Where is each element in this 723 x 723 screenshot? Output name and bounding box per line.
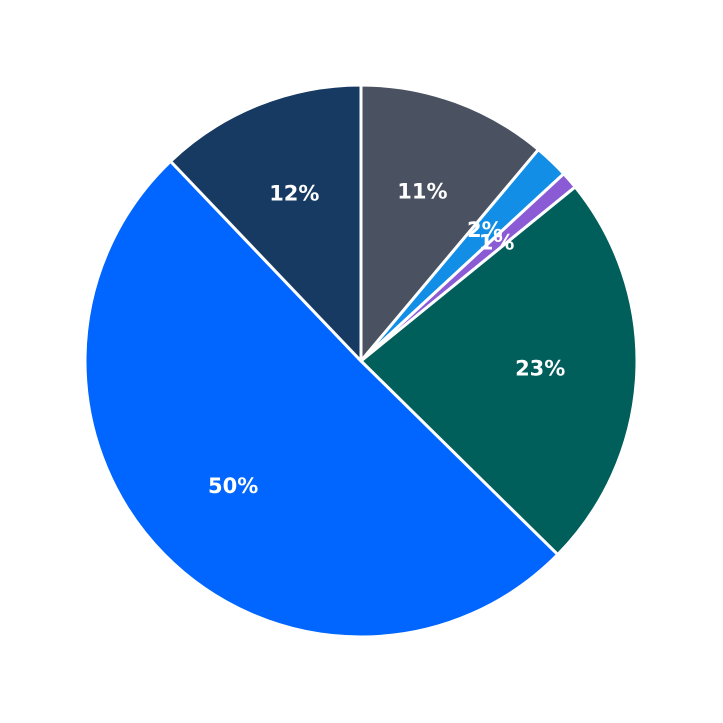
slice-label: 23% [515,357,565,381]
pie-slice [359,185,639,557]
slice-label: 12% [269,181,319,205]
slice-label: 2% [467,218,503,242]
slice-label: 1% [479,231,515,255]
pie-slice [169,83,363,363]
pie-slice [359,83,540,363]
slice-label: 11% [397,179,447,203]
slice-label: 50% [208,474,258,498]
pie-slice [83,159,560,639]
